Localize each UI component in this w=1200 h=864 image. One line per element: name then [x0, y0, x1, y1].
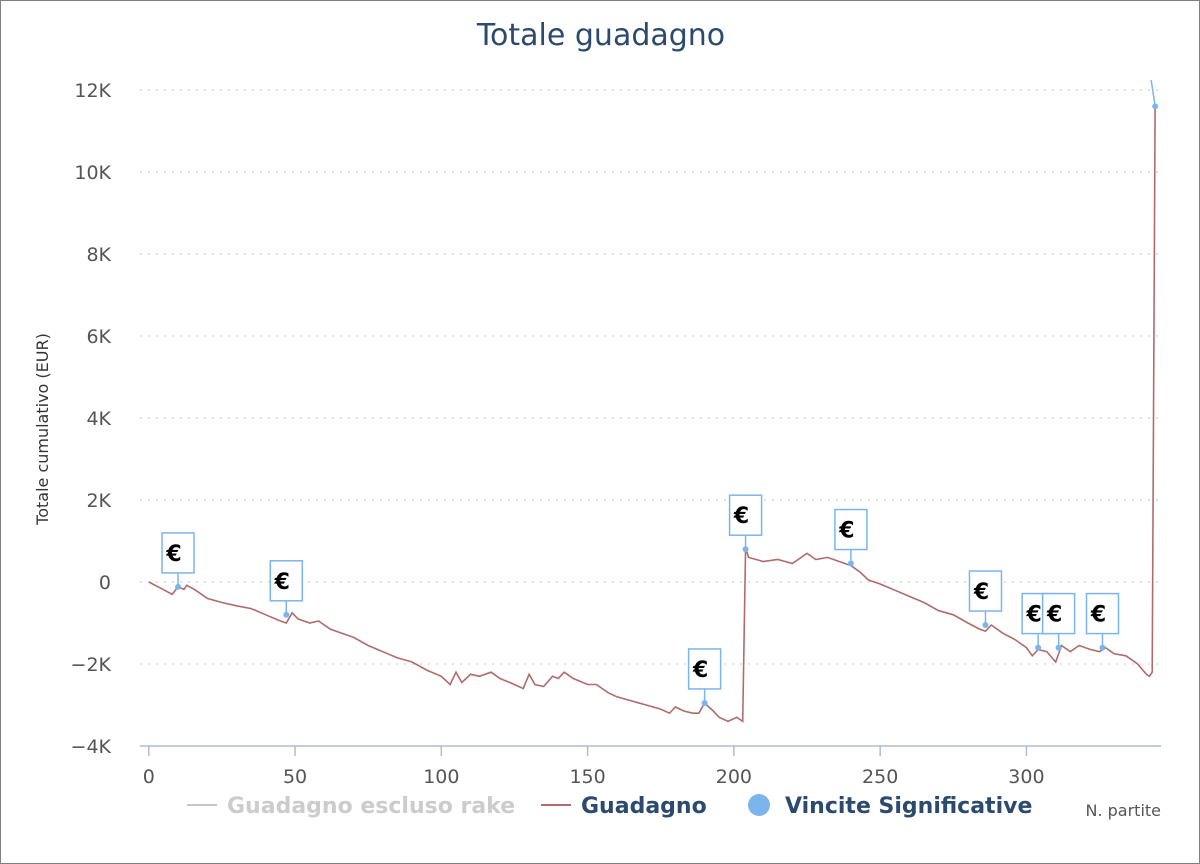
x-tick-label: 200: [716, 766, 752, 788]
x-tick-label: 250: [862, 766, 898, 788]
flag-box: [834, 508, 868, 551]
flag-marker: €: [161, 532, 195, 590]
flag-box: [1085, 592, 1120, 635]
flag-marker: €: [1041, 592, 1076, 651]
x-tick-label: 50: [283, 766, 307, 788]
x-tick-label: 300: [1008, 766, 1044, 788]
y-tick-label: 12K: [74, 80, 111, 102]
legend-label: Guadagno: [581, 794, 707, 819]
flag-marker: €: [1085, 592, 1120, 651]
y-tick-label: 6K: [86, 326, 111, 348]
flag-label: €: [838, 519, 854, 544]
y-axis-label: Totale cumulativo (EUR): [33, 333, 52, 526]
flag-box: [968, 570, 1003, 612]
flag-point: [1035, 644, 1042, 651]
flag-point: [982, 622, 989, 629]
guadagno-line: [148, 106, 1156, 723]
flag-box: [1041, 592, 1076, 635]
y-tick-label: 4K: [86, 408, 111, 430]
flag-label: €: [1090, 603, 1106, 628]
flag-label: €: [1046, 603, 1062, 628]
flag-marker: €: [728, 494, 763, 553]
flag-marker: €: [687, 648, 722, 706]
flag-connector: [1150, 79, 1156, 107]
flag-point: [175, 583, 182, 590]
flag-marker: [1150, 79, 1159, 110]
x-tick-label: 100: [423, 766, 459, 788]
flag-point: [1152, 103, 1159, 110]
flag-label: €: [165, 542, 181, 567]
legend-item: Vincite Significative: [748, 794, 1032, 819]
flag-point: [742, 546, 749, 553]
legend-item: Guadagno escluso rake: [187, 794, 515, 819]
legend-label: Vincite Significative: [785, 794, 1032, 819]
y-axis-ticks: −4K −2K 0 2K 4K 6K 8K 10K 12K: [71, 80, 112, 758]
legend: Guadagno escluso rake Guadagno Vincite Sig…: [187, 794, 1032, 819]
y-tick-label: 2K: [86, 490, 111, 512]
significant-win-flags: €€€€€€€ € €: [161, 79, 1159, 706]
flag-point: [1055, 644, 1062, 651]
x-tick-label: 150: [569, 766, 605, 788]
flag-point: [283, 611, 290, 618]
legend-item: Guadagno: [541, 794, 707, 819]
flag-marker: €: [269, 560, 304, 618]
flag-label: €: [274, 570, 290, 595]
flag-marker: €: [968, 570, 1003, 629]
flag-marker: €: [834, 508, 868, 567]
flag-label: €: [1025, 603, 1041, 628]
x-axis-label: N. partite: [1085, 801, 1161, 820]
flag-box: [728, 494, 763, 536]
x-axis: 0 50 100 150 200 250 300: [140, 745, 1161, 788]
y-tick-label: 10K: [74, 162, 111, 184]
flag-label: €: [733, 504, 749, 529]
chart-title: Totale guadagno: [476, 18, 725, 53]
series-lines: [148, 106, 1156, 723]
flag-point: [847, 560, 854, 567]
y-tick-label: 0: [99, 572, 111, 594]
legend-label: Guadagno escluso rake: [227, 794, 515, 819]
flag-box: [687, 648, 722, 690]
y-tick-label: −2K: [71, 654, 112, 676]
y-tick-label: 8K: [86, 244, 111, 266]
flag-label: €: [692, 658, 708, 683]
flag-box: [161, 532, 195, 574]
flag-point: [701, 699, 708, 706]
flag-label: €: [973, 580, 989, 605]
x-tick-label: 0: [143, 766, 155, 788]
legend-swatch: [748, 794, 770, 816]
flag-point: [1099, 644, 1106, 651]
flag-box: [269, 560, 304, 602]
y-tick-label: −4K: [71, 736, 112, 758]
